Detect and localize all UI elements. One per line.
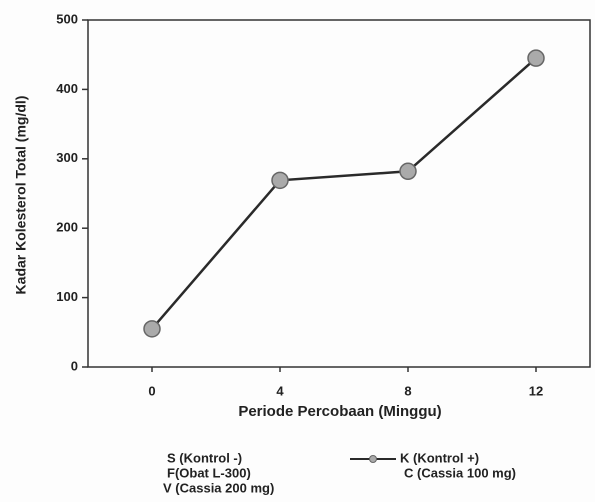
- series-marker: [399, 162, 417, 181]
- x-tick-label: 12: [529, 383, 543, 398]
- x-tick-label: 8: [404, 383, 411, 398]
- series-marker: [143, 320, 161, 338]
- x-tick-label: 0: [148, 383, 155, 398]
- y-tick-label: 300: [56, 150, 78, 165]
- y-tick-label: 200: [56, 220, 78, 235]
- plot-frame: [87, 19, 591, 368]
- legend-label: V (Cassia 200 mg): [163, 480, 274, 495]
- x-axis-label: Periode Percobaan (Minggu): [238, 403, 441, 420]
- y-tick-label: 400: [56, 81, 78, 96]
- series-line: [151, 57, 537, 330]
- series-marker: [271, 171, 289, 190]
- y-tick-label: 100: [56, 289, 78, 304]
- y-axis-label: Kadar Kolesterol Total (mg/dl): [13, 96, 29, 295]
- y-tick-label: 500: [56, 11, 78, 26]
- legend-label: S (Kontrol -): [167, 450, 242, 465]
- legend-label: F(Obat L-300): [167, 465, 251, 480]
- series-marker: [527, 49, 545, 67]
- legend-label: C (Cassia 100 mg): [404, 465, 516, 480]
- y-tick-label: 0: [71, 358, 78, 373]
- legend-label: K (Kontrol +): [400, 450, 479, 465]
- x-tick-label: 4: [276, 383, 284, 398]
- legend-marker: [369, 455, 377, 463]
